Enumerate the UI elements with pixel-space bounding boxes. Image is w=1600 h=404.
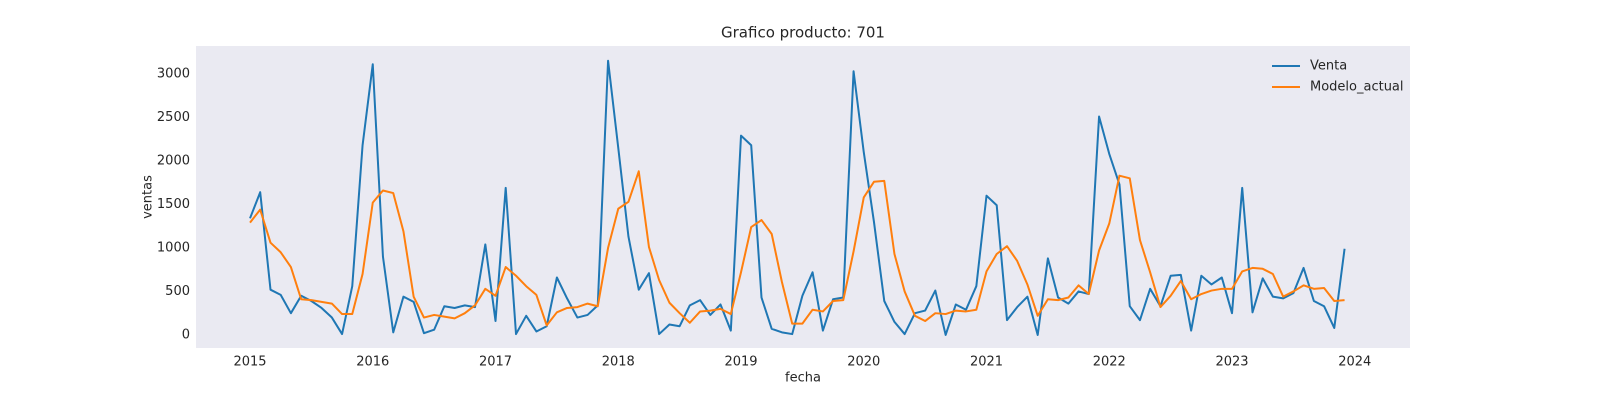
x-tick-label: 2018 (602, 355, 635, 370)
chart-title: Grafico producto: 701 (721, 24, 885, 42)
x-tick-label: 2015 (233, 355, 266, 370)
y-tick-label: 1500 (157, 197, 190, 212)
y-axis-label: ventas (141, 175, 156, 219)
x-tick-label: 2021 (970, 355, 1003, 370)
x-tick-label: 2023 (1215, 355, 1248, 370)
line-series (249, 170, 1345, 327)
x-tick-label: 2024 (1338, 355, 1371, 370)
line-series (249, 59, 1346, 336)
y-tick-label: 500 (165, 284, 190, 299)
x-tick-label: 2017 (479, 355, 512, 370)
y-tick-label: 1000 (157, 240, 190, 255)
x-tick-label: 2019 (724, 355, 757, 370)
y-tick-label: 0 (182, 327, 190, 342)
legend-label: Venta (1310, 59, 1347, 74)
y-tick-label: 2500 (157, 110, 190, 125)
x-tick-label: 2022 (1093, 355, 1126, 370)
legend-label: Modelo_actual (1310, 80, 1404, 95)
plot-area (196, 46, 1410, 348)
y-tick-label: 3000 (157, 66, 190, 81)
x-tick-label: 2016 (356, 355, 389, 370)
x-tick-label: 2020 (847, 355, 880, 370)
y-tick-label: 2000 (157, 153, 190, 168)
x-axis-label: fecha (785, 371, 821, 386)
